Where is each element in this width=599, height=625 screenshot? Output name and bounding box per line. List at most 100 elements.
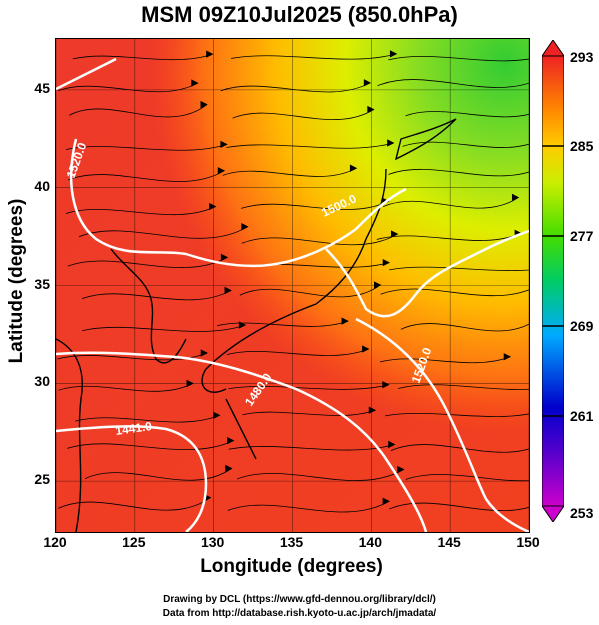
x-tick-label: 140 bbox=[358, 534, 382, 550]
streamline bbox=[75, 414, 220, 423]
x-tick-label: 135 bbox=[279, 534, 304, 550]
colorbar-scale bbox=[542, 55, 564, 507]
temperature-map-plot: 1520.0 1500.0 1480.0 1441.0 1520.0 bbox=[55, 38, 530, 533]
wind-arrowhead bbox=[220, 253, 229, 261]
contour-1500 bbox=[325, 229, 529, 318]
wind-arrowhead bbox=[220, 140, 228, 149]
streamline bbox=[226, 348, 369, 356]
colorbar-top-arrow bbox=[542, 40, 564, 57]
streamline bbox=[58, 497, 211, 511]
wind-arrowhead bbox=[388, 440, 396, 449]
wind-arrowhead bbox=[363, 79, 372, 87]
contour-label: 1441.0 bbox=[114, 419, 153, 438]
map-canvas: 1520.0 1500.0 1480.0 1441.0 1520.0 bbox=[56, 39, 529, 532]
streamline bbox=[217, 320, 349, 327]
streamline bbox=[377, 79, 529, 88]
colorbar-tick-label: 269 bbox=[570, 318, 594, 334]
streamline bbox=[231, 53, 397, 60]
wind-arrowhead bbox=[191, 79, 199, 87]
streamline bbox=[65, 206, 216, 216]
credit-data-source: Data from http://database.rish.kyoto-u.a… bbox=[162, 608, 437, 619]
wind-arrowhead bbox=[391, 230, 399, 238]
streamline bbox=[227, 500, 390, 513]
wind-arrowhead bbox=[368, 406, 377, 414]
kyushu-coast bbox=[201, 368, 227, 393]
colorbar-tick-marks bbox=[542, 145, 564, 417]
streamline bbox=[388, 55, 529, 62]
streamline bbox=[389, 502, 529, 512]
x-tick-label: 150 bbox=[516, 534, 540, 550]
streamline bbox=[72, 53, 213, 61]
streamline bbox=[380, 288, 529, 297]
colorbar-tick-label: 293 bbox=[570, 49, 594, 65]
streamline bbox=[400, 323, 529, 332]
wind-arrowhead bbox=[382, 258, 390, 267]
streamline bbox=[58, 383, 194, 392]
streamline bbox=[398, 384, 529, 390]
streamline bbox=[84, 468, 232, 481]
colorbar-tick-label: 253 bbox=[570, 505, 594, 521]
wind-arrowhead bbox=[341, 317, 349, 325]
contour-1520-east bbox=[355, 317, 529, 532]
wind-arrowhead bbox=[238, 321, 247, 329]
streamline bbox=[226, 142, 394, 149]
streamline bbox=[67, 170, 225, 182]
credit-drawing: Drawing by DCL (https://www.gfd-dennou.o… bbox=[163, 594, 436, 605]
streamline bbox=[390, 444, 529, 453]
streamline bbox=[402, 141, 529, 148]
ryukyu-islands bbox=[225, 398, 257, 460]
y-tick-label: 45 bbox=[34, 79, 50, 96]
wind-arrowhead bbox=[367, 105, 375, 114]
y-tick-label: 40 bbox=[34, 177, 50, 194]
wind-arrowhead bbox=[186, 379, 194, 388]
streamline bbox=[232, 109, 374, 120]
streamline bbox=[241, 233, 398, 246]
y-tick-label: 25 bbox=[34, 471, 50, 488]
streamline bbox=[82, 290, 232, 301]
x-tick-label: 145 bbox=[437, 534, 461, 550]
colorbar-bottom-arrow bbox=[542, 505, 564, 522]
korea-coast bbox=[110, 248, 187, 364]
streamline bbox=[69, 104, 208, 118]
colorbar-tick-label: 277 bbox=[570, 228, 594, 244]
map-title: MSM 09Z10Jul2025 (850.0hPa) bbox=[141, 2, 458, 27]
x-tick-label: 125 bbox=[122, 534, 146, 550]
colorbar-tick-label: 261 bbox=[570, 408, 594, 424]
y-tick-label: 35 bbox=[34, 275, 50, 292]
japan-honshu-coast bbox=[205, 168, 387, 370]
wind-arrowhead bbox=[206, 50, 214, 58]
geopotential-contours bbox=[56, 57, 529, 532]
streamline bbox=[382, 197, 519, 209]
wind-arrowhead bbox=[200, 349, 208, 357]
streamline bbox=[67, 256, 228, 268]
wind-arrowhead bbox=[362, 345, 370, 353]
wind-arrowhead bbox=[225, 464, 233, 473]
streamline bbox=[222, 167, 357, 177]
wind-arrowhead bbox=[349, 164, 358, 172]
wind-arrowhead bbox=[503, 353, 512, 361]
streamline bbox=[228, 384, 389, 390]
y-tick-label: 30 bbox=[34, 373, 50, 390]
streamline bbox=[241, 200, 389, 210]
wind-arrowhead bbox=[387, 139, 395, 147]
streamline bbox=[81, 324, 246, 332]
wind-arrowhead bbox=[382, 381, 390, 389]
streamline bbox=[58, 82, 198, 93]
streamline bbox=[228, 444, 395, 451]
colorbar-tick-label: 285 bbox=[570, 138, 594, 154]
streamline bbox=[389, 266, 529, 271]
streamline bbox=[376, 232, 522, 241]
wind-arrowhead bbox=[200, 100, 208, 109]
streamline bbox=[67, 440, 234, 451]
streamline bbox=[388, 168, 529, 177]
wind-arrowhead bbox=[213, 411, 221, 419]
streamline bbox=[242, 409, 376, 416]
streamline bbox=[405, 474, 529, 482]
wind-arrowhead bbox=[241, 223, 249, 231]
contour-1480 bbox=[56, 351, 428, 532]
x-tick-label: 130 bbox=[200, 534, 225, 550]
wind-arrowhead bbox=[373, 281, 382, 289]
x-tick-label: 120 bbox=[43, 534, 67, 550]
wind-streamlines bbox=[57, 50, 529, 513]
wind-arrowhead bbox=[382, 497, 390, 505]
